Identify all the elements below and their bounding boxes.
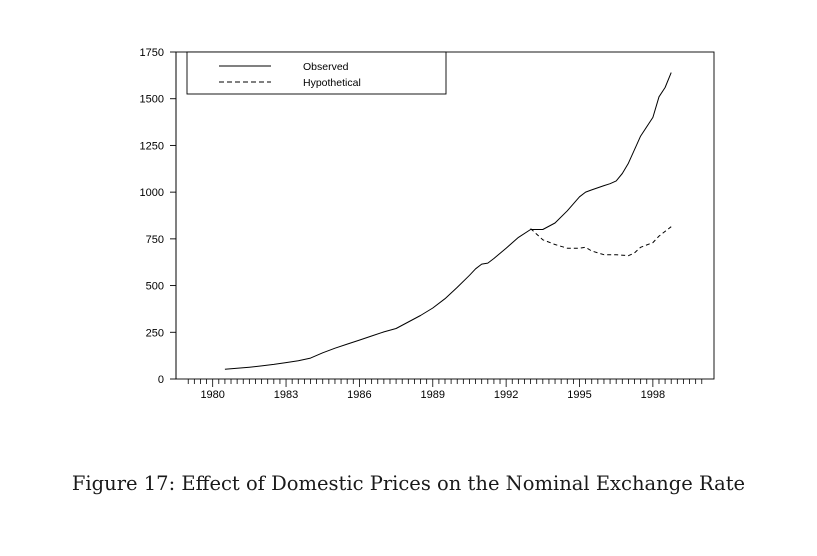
- plot-frame: [175, 51, 715, 380]
- y-tick-label: 1000: [140, 187, 164, 199]
- x-tick-label: 1998: [641, 389, 665, 401]
- legend-label-hypothetical: Hypothetical: [303, 77, 361, 89]
- x-tick-label: 1992: [494, 389, 518, 401]
- legend-box: [186, 51, 447, 95]
- legend: Observed Hypothetical: [186, 51, 447, 95]
- x-axis: 1980 1983 1986 1989 1992 1995 1998: [187, 379, 703, 401]
- x-tick-label: 1980: [200, 389, 224, 401]
- series-layer: [224, 72, 672, 370]
- y-tick-label: 750: [146, 234, 164, 246]
- y-tick-label: 250: [146, 327, 164, 339]
- series-line-observed: [224, 72, 672, 370]
- y-tick-label: 0: [158, 374, 164, 386]
- x-tick-label: 1983: [274, 389, 298, 401]
- x-tick-label: 1986: [347, 389, 371, 401]
- x-tick-label: 1989: [421, 389, 445, 401]
- x-tick-label: 1995: [567, 389, 591, 401]
- figure-caption: Figure 17: Effect of Domestic Prices on …: [71, 472, 746, 495]
- series-line-hypothetical: [530, 226, 672, 257]
- y-tick-label: 1250: [140, 140, 164, 152]
- legend-label-observed: Observed: [303, 61, 349, 73]
- y-tick-label: 1750: [140, 47, 164, 59]
- y-tick-label: 1500: [140, 94, 164, 106]
- y-axis: 0 250 500 750 1000 1250 1500 1750: [140, 47, 177, 386]
- y-tick-label: 500: [146, 281, 164, 293]
